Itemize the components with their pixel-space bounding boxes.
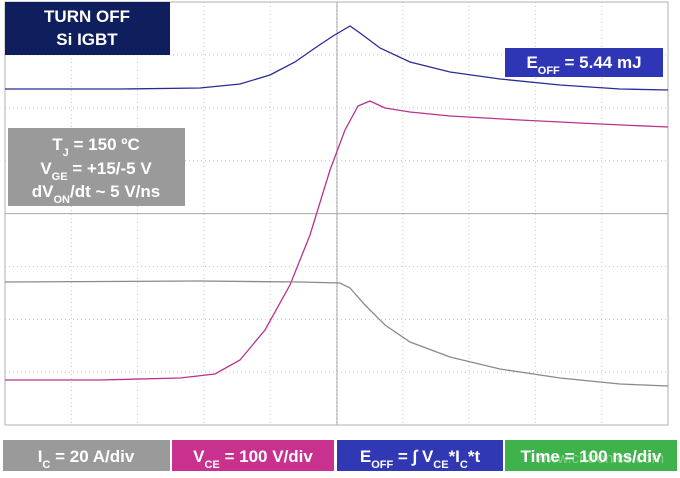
screen-frame: [4, 1, 669, 426]
text-part: dV: [32, 182, 54, 201]
subscript: C: [42, 459, 50, 471]
subscript: C: [460, 459, 468, 471]
legend-ic: [3, 440, 170, 471]
vce-trace: [5, 100, 669, 381]
legend-label: EOFF = ∫ VCE*IC*t: [360, 447, 481, 471]
text-part: = 5.44 mJ: [560, 53, 642, 72]
subscript: OFF: [538, 65, 560, 77]
text-part: V: [193, 447, 205, 466]
text-part: I: [38, 447, 43, 466]
legend-eoff: [337, 440, 503, 471]
text-part: /dt ~ 5 V/ns: [70, 182, 160, 201]
subscript: ON: [54, 194, 71, 206]
text-part: *I: [449, 447, 460, 466]
subscript: CE: [204, 459, 219, 471]
legend-vce: [172, 440, 334, 471]
text-part: T: [52, 135, 63, 154]
subscript: GE: [52, 171, 68, 183]
watermark: www.cntronics.com: [535, 450, 664, 467]
title-line: TURN OFF: [44, 7, 130, 26]
text-part: = 100 V/div: [220, 447, 314, 466]
subscript: CE: [433, 459, 448, 471]
legend-label: VCE = 100 V/div: [193, 447, 313, 471]
text-part: = 20 A/div: [50, 447, 134, 466]
eoff-trace: [5, 25, 669, 91]
condition-line: TJ = 150 ºC: [52, 135, 139, 159]
text-part: *t: [468, 447, 481, 466]
condition-line: VGE = +15/-5 V: [40, 159, 152, 183]
conditions-box: [8, 128, 185, 206]
condition-line: dVON/dt ~ 5 V/ns: [32, 182, 160, 206]
text-part: = 150 ºC: [69, 135, 140, 154]
text-part: V: [40, 159, 52, 178]
energy-label: EOFF = 5.44 mJ: [526, 53, 641, 77]
ic-trace: [4, 280, 669, 387]
text-part: Time = 100 ns/div: [521, 447, 663, 466]
title-box: [5, 2, 170, 55]
text-part: E: [360, 447, 371, 466]
legend-time: [505, 440, 677, 471]
text-part: E: [526, 53, 537, 72]
text-part: = ∫ V: [393, 447, 434, 466]
energy-box: [505, 48, 663, 77]
subscript: OFF: [371, 459, 393, 471]
legend-label: IC = 20 A/div: [38, 447, 135, 471]
legend-label: Time = 100 ns/div: [521, 447, 663, 466]
subscript: J: [63, 147, 69, 159]
title-line: Si IGBT: [56, 30, 118, 49]
text-part: = +15/-5 V: [68, 159, 153, 178]
